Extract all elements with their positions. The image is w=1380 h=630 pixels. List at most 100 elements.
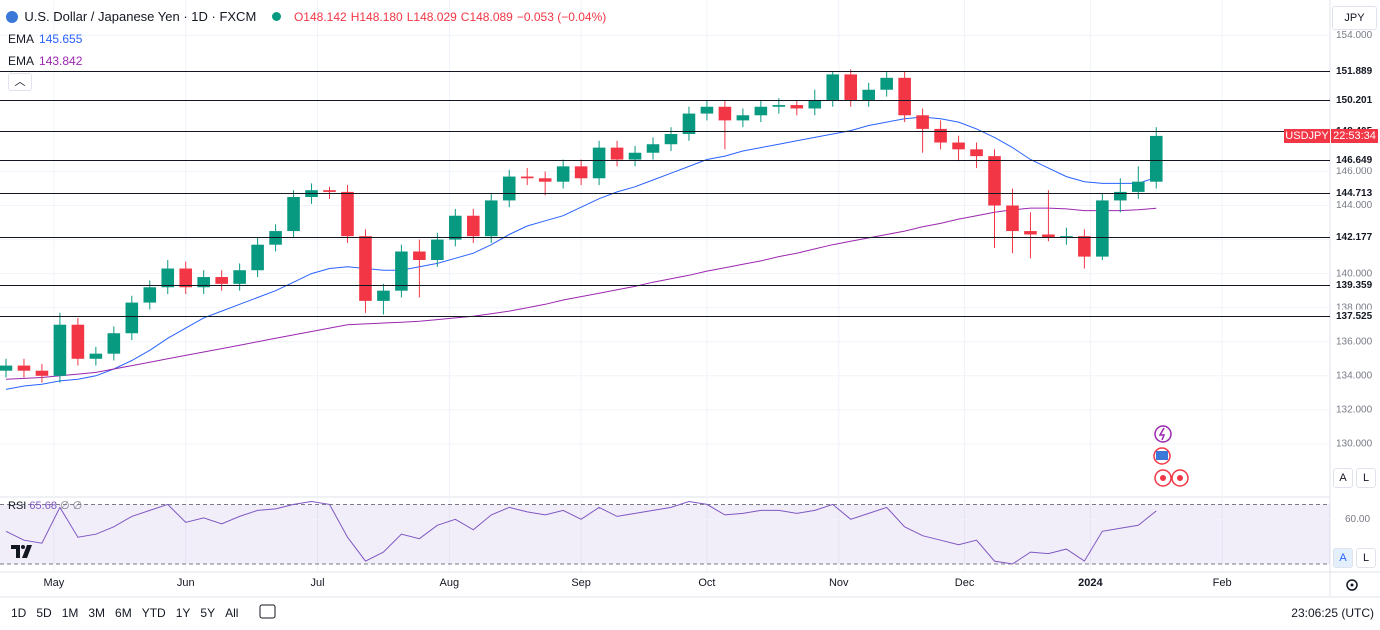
candle-body — [1024, 231, 1037, 235]
log-scale-button[interactable]: L — [1356, 468, 1376, 488]
settings-icon — [1350, 583, 1354, 587]
candle-body — [1096, 200, 1109, 257]
candle-body — [934, 128, 947, 143]
candle-body — [646, 144, 660, 153]
candle-body — [323, 190, 336, 192]
candle-body — [970, 149, 983, 157]
range-button[interactable]: All — [225, 606, 239, 620]
collapse-button[interactable]: ︿ — [8, 73, 32, 91]
candle-body — [880, 77, 893, 90]
x-tick-label: May — [44, 577, 65, 589]
candle-body — [1131, 181, 1145, 192]
currency-button[interactable]: JPY — [1332, 6, 1377, 30]
candle-body — [413, 251, 426, 261]
x-tick-label: 2024 — [1078, 577, 1103, 589]
candle-body — [215, 277, 228, 284]
candle-body — [107, 333, 121, 354]
range-button[interactable]: 3M — [88, 606, 106, 620]
x-tick-label: Dec — [955, 577, 975, 589]
candle-body — [466, 215, 480, 237]
icon-glyph — [1156, 451, 1168, 460]
x-tick-label: Sep — [571, 577, 591, 589]
legend-entry: EMA 145.655 — [8, 32, 82, 46]
legend-entry: EMA 143.842 — [8, 54, 82, 68]
range-button[interactable]: YTD — [141, 606, 166, 620]
candle-body — [1006, 205, 1019, 232]
y-tick-label: 144.000 — [1336, 200, 1373, 211]
ohlc: O148.142 H148.180 L148.029 C148.089 −0.053 (… — [294, 10, 610, 24]
candle-body — [89, 353, 103, 359]
x-tick-label: Feb — [1213, 577, 1232, 589]
level-label: 151.889 — [1336, 66, 1373, 77]
ohlc-value: L148.029 — [406, 10, 457, 24]
candle-body — [682, 113, 696, 135]
settings-icon[interactable] — [1346, 579, 1358, 591]
candle-body — [700, 106, 714, 114]
candle-body — [826, 74, 840, 100]
auto-scale-button[interactable]: A — [1333, 468, 1353, 488]
x-tick-label: Nov — [829, 577, 849, 589]
candle-body — [71, 324, 85, 359]
icon-glyph — [1158, 427, 1166, 441]
ohlc-value: H148.180 — [350, 10, 403, 24]
range-button[interactable]: 5Y — [200, 606, 216, 620]
level-label-bg — [1331, 64, 1378, 79]
y-tick-label: 140.000 — [1336, 268, 1373, 279]
level-label: 150.201 — [1336, 95, 1373, 106]
indicator-line — [5, 500, 1157, 565]
candle-body — [233, 270, 246, 284]
range-toolbar: 1D 5D 1M 3M 6M YTD 1Y 5Y All — [6, 606, 243, 620]
clock[interactable]: 23:06:25 (UTC) — [1291, 606, 1374, 620]
candle-body — [628, 152, 642, 160]
candle-body — [592, 147, 606, 179]
level-label: 144.713 — [1336, 188, 1373, 199]
rsi-band — [0, 504, 1330, 565]
candle-body — [556, 166, 570, 182]
market-status — [271, 12, 281, 21]
indicator-name: RSI — [8, 500, 27, 512]
x-tick-label: Jun — [177, 577, 195, 589]
candle-body — [341, 191, 354, 237]
candle-body — [1149, 135, 1163, 182]
candle-body — [179, 268, 193, 288]
candle-body — [736, 115, 750, 121]
candle-body — [143, 287, 157, 303]
y-tick-label: 154.000 — [1336, 30, 1373, 41]
range-button[interactable]: 1D — [11, 606, 27, 620]
range-button[interactable]: 6M — [115, 606, 132, 620]
calendar-icon[interactable] — [259, 604, 276, 619]
flag-icon — [6, 11, 18, 23]
range-button[interactable]: 1M — [61, 606, 79, 620]
auto-scale-button[interactable]: A — [1333, 548, 1353, 568]
candle-body — [359, 236, 372, 301]
candle-body — [988, 156, 1001, 206]
level-label: 137.525 — [1336, 311, 1373, 322]
rsi-legend: RSI 65.68 ∅ ∅ — [8, 499, 82, 512]
candle-body — [754, 106, 768, 116]
y-tick-label: 146.000 — [1336, 166, 1373, 177]
level-label-bg — [1331, 153, 1378, 168]
indicator-value: 143.842 — [39, 54, 83, 68]
candle-body — [610, 147, 624, 160]
indicator-value: 65.68 — [29, 500, 57, 512]
bar-countdown: 22:53:34 — [1331, 129, 1378, 143]
range-button[interactable]: 1Y — [175, 606, 191, 620]
indicator-params: ∅ ∅ — [60, 500, 83, 512]
candle-body — [538, 178, 552, 182]
event-icon[interactable] — [1154, 425, 1172, 443]
candle-body — [1078, 236, 1091, 257]
y-tick-label: 134.000 — [1336, 370, 1373, 381]
candle-body — [502, 176, 516, 201]
candle-body — [161, 268, 175, 288]
candle-body — [862, 89, 875, 100]
range-button[interactable]: 5D — [36, 606, 52, 620]
candle-body — [664, 134, 678, 145]
candle-body — [197, 277, 210, 288]
log-scale-button[interactable]: L — [1356, 548, 1376, 568]
level-label-bg — [1331, 93, 1378, 108]
x-tick-label: Aug — [440, 577, 460, 589]
y-tick-label: 132.000 — [1336, 405, 1373, 416]
